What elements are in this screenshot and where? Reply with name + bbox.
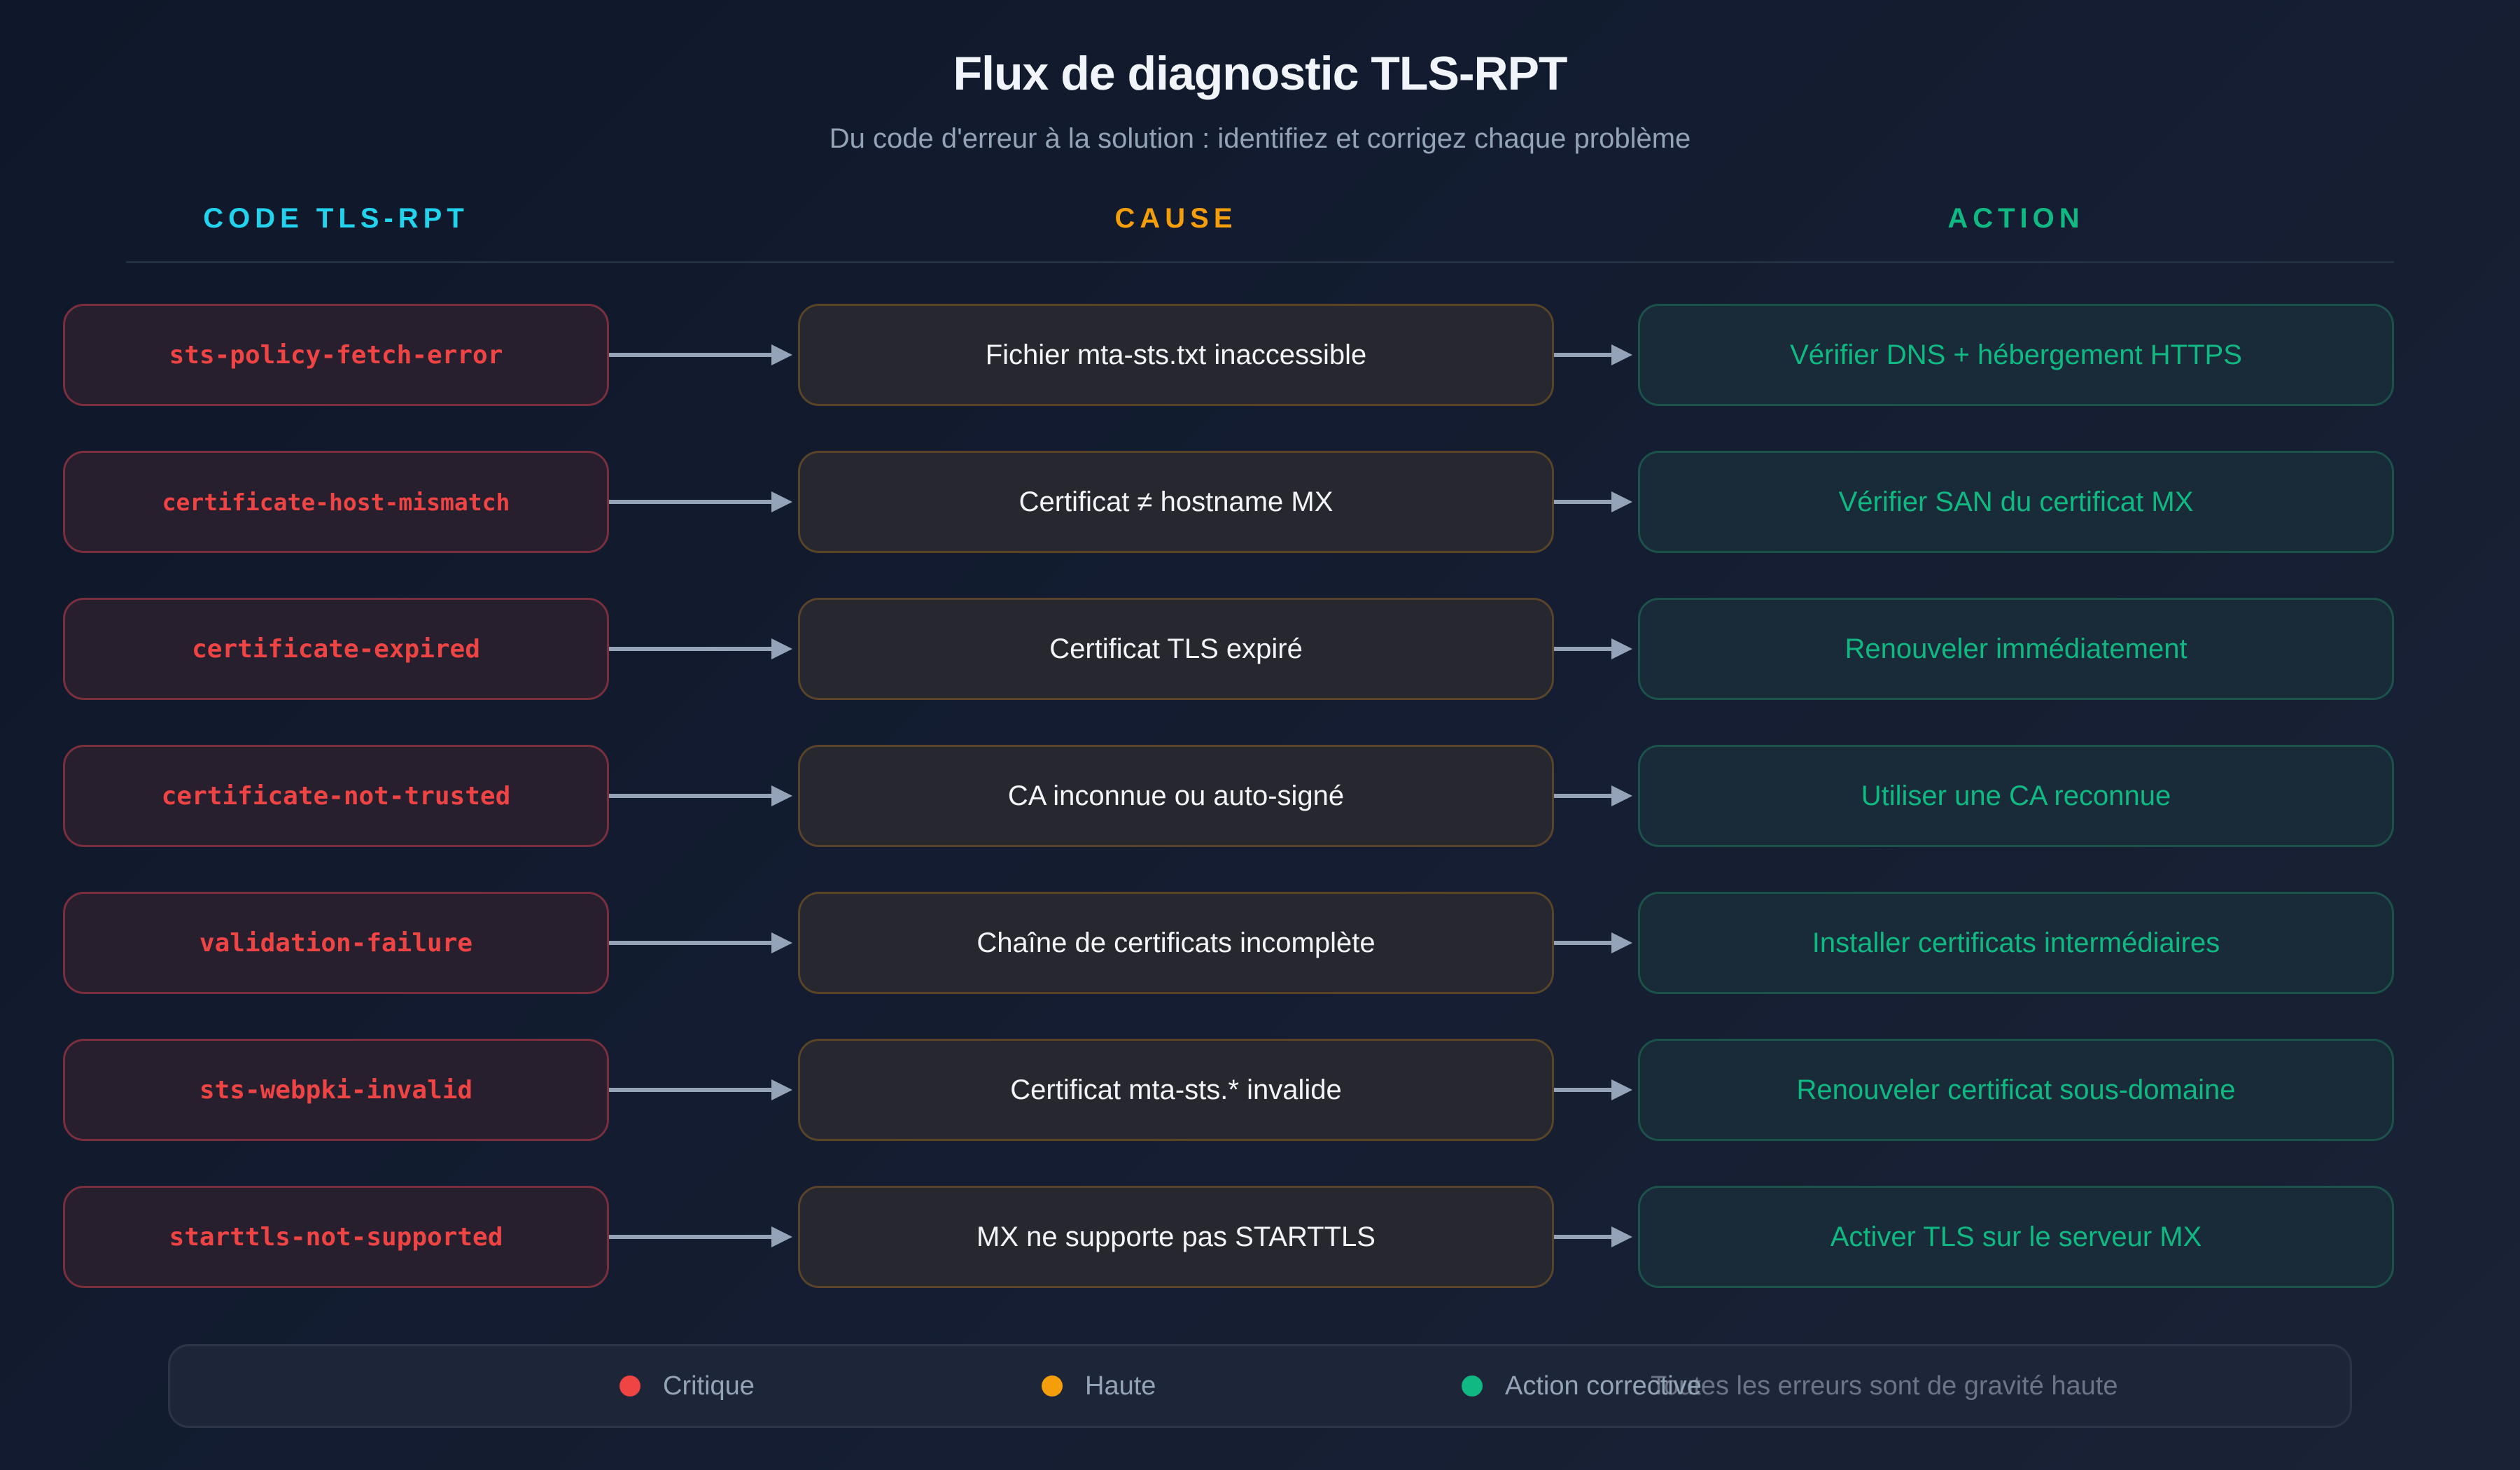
flow-row: certificate-expired Certificat TLS expir… — [0, 598, 2520, 704]
action-box: Utiliser une CA reconnue — [1638, 745, 2394, 847]
arrow-right-icon — [1554, 344, 1634, 365]
action-text: Vérifier DNS + hébergement HTTPS — [1790, 339, 2242, 370]
error-code: sts-policy-fetch-error — [169, 340, 503, 370]
flow-row: certificate-host-mismatch Certificat ≠ h… — [0, 451, 2520, 557]
legend: Critique Haute Toutes les erreurs sont d… — [168, 1344, 2352, 1428]
action-box: Installer certificats intermédiaires — [1638, 892, 2394, 994]
action-text: Activer TLS sur le serveur MX — [1830, 1221, 2202, 1252]
arrow-right-icon — [1554, 1079, 1634, 1100]
action-box: Renouveler certificat sous-domaine — [1638, 1039, 2394, 1141]
arrow-right-icon — [609, 1226, 792, 1247]
action-box: Activer TLS sur le serveur MX — [1638, 1186, 2394, 1288]
cause-box: CA inconnue ou auto-signé — [798, 745, 1554, 847]
action-text: Vérifier SAN du certificat MX — [1838, 486, 2194, 517]
legend-item-haute: Haute — [1042, 1346, 1156, 1426]
orange-dot-icon — [1042, 1376, 1063, 1396]
legend-label: Action corrective — [1505, 1371, 1702, 1401]
action-box: Renouveler immédiatement — [1638, 598, 2394, 700]
column-header-action: ACTION — [1947, 203, 2085, 234]
arrow-right-icon — [1554, 638, 1634, 659]
flow-row: starttls-not-supported MX ne supporte pa… — [0, 1186, 2520, 1292]
column-header-cause: CAUSE — [1114, 203, 1238, 234]
arrow-right-icon — [1554, 1226, 1634, 1247]
error-code: sts-webpki-invalid — [199, 1075, 473, 1105]
error-code: certificate-host-mismatch — [162, 488, 510, 516]
cause-text: MX ne supporte pas STARTTLS — [976, 1221, 1376, 1252]
action-text: Renouveler certificat sous-domaine — [1796, 1074, 2236, 1105]
arrow-right-icon — [609, 785, 792, 806]
cause-text: Certificat TLS expiré — [1049, 633, 1303, 664]
page-subtitle: Du code d'erreur à la solution : identif… — [829, 123, 1691, 154]
cause-text: Certificat mta-sts.* invalide — [1010, 1074, 1342, 1105]
action-box: Vérifier DNS + hébergement HTTPS — [1638, 304, 2394, 406]
legend-label: Critique — [663, 1371, 755, 1401]
legend-item-critique: Critique — [620, 1346, 755, 1426]
cause-box: Certificat mta-sts.* invalide — [798, 1039, 1554, 1141]
arrow-right-icon — [609, 344, 792, 365]
action-text: Utiliser une CA reconnue — [1861, 780, 2171, 811]
arrow-right-icon — [1554, 932, 1634, 953]
error-code-box: certificate-host-mismatch — [63, 451, 609, 553]
error-code: certificate-expired — [192, 634, 480, 664]
cause-box: Chaîne de certificats incomplète — [798, 892, 1554, 994]
error-code-box: validation-failure — [63, 892, 609, 994]
arrow-right-icon — [1554, 785, 1634, 806]
arrow-right-icon — [609, 1079, 792, 1100]
cause-box: Certificat TLS expiré — [798, 598, 1554, 700]
cause-text: Certificat ≠ hostname MX — [1018, 486, 1334, 517]
flow-row: validation-failure Chaîne de certificats… — [0, 892, 2520, 998]
arrow-right-icon — [609, 932, 792, 953]
cause-text: Chaîne de certificats incomplète — [976, 927, 1376, 958]
column-header-code: CODE TLS-RPT — [203, 203, 469, 234]
page-title: Flux de diagnostic TLS-RPT — [953, 47, 1568, 100]
cause-text: CA inconnue ou auto-signé — [1007, 780, 1345, 811]
action-box: Vérifier SAN du certificat MX — [1638, 451, 2394, 553]
cause-text: Fichier mta-sts.txt inaccessible — [985, 339, 1367, 370]
flow-row: sts-webpki-invalid Certificat mta-sts.* … — [0, 1039, 2520, 1145]
flow-row: sts-policy-fetch-error Fichier mta-sts.t… — [0, 304, 2520, 410]
arrow-right-icon — [1554, 491, 1634, 512]
cause-box: Fichier mta-sts.txt inaccessible — [798, 304, 1554, 406]
error-code-box: certificate-expired — [63, 598, 609, 700]
flow-row: certificate-not-trusted CA inconnue ou a… — [0, 745, 2520, 851]
legend-note: Toutes les erreurs sont de gravité haute — [1651, 1371, 2118, 1401]
legend-label: Haute — [1085, 1371, 1156, 1401]
error-code: starttls-not-supported — [169, 1222, 503, 1252]
arrow-right-icon — [609, 638, 792, 659]
green-dot-icon — [1462, 1376, 1483, 1396]
red-dot-icon — [620, 1376, 640, 1396]
cause-box: Certificat ≠ hostname MX — [798, 451, 1554, 553]
error-code-box: starttls-not-supported — [63, 1186, 609, 1288]
error-code-box: sts-webpki-invalid — [63, 1039, 609, 1141]
legend-item-action-corrective: Action corrective — [1462, 1346, 1702, 1426]
cause-box: MX ne supporte pas STARTTLS — [798, 1186, 1554, 1288]
error-code: certificate-not-trusted — [161, 781, 511, 811]
error-code-box: certificate-not-trusted — [63, 745, 609, 847]
action-text: Renouveler immédiatement — [1844, 633, 2188, 664]
header-divider — [126, 261, 2394, 263]
error-code: validation-failure — [199, 928, 473, 958]
arrow-right-icon — [609, 491, 792, 512]
action-text: Installer certificats intermédiaires — [1812, 927, 2220, 958]
error-code-box: sts-policy-fetch-error — [63, 304, 609, 406]
